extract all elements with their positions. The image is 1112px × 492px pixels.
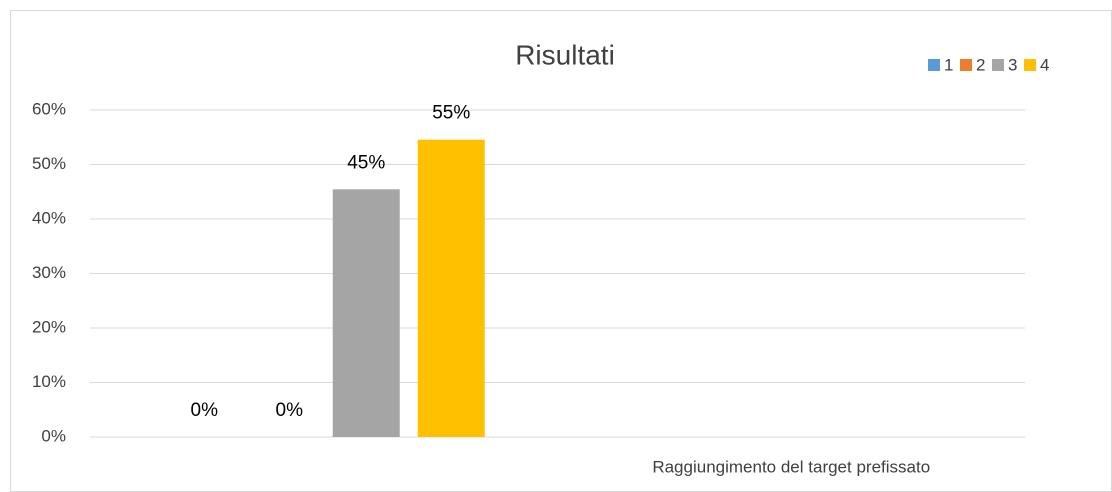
legend-label: 1 <box>944 55 953 74</box>
chart-title: Risultati <box>515 39 615 70</box>
legend-swatch <box>928 59 940 71</box>
y-tick-label: 50% <box>32 154 66 173</box>
data-label: 45% <box>347 152 385 173</box>
data-label: 0% <box>191 400 219 421</box>
legend-swatch <box>960 59 972 71</box>
data-label: 0% <box>276 400 304 421</box>
y-tick-label: 0% <box>41 426 66 445</box>
bar <box>332 189 400 437</box>
legend-label: 3 <box>1008 55 1017 74</box>
y-tick-label: 30% <box>32 263 66 282</box>
bar <box>417 139 485 437</box>
y-tick-label: 60% <box>32 99 66 118</box>
legend-swatch <box>992 59 1004 71</box>
y-tick-label: 20% <box>32 317 66 336</box>
y-tick-label: 40% <box>32 208 66 227</box>
legend-swatch <box>1024 59 1036 71</box>
legend-label: 4 <box>1040 55 1049 74</box>
y-tick-label: 10% <box>32 372 66 391</box>
x-tick-label: Raggiungimento del target prefissato <box>652 457 930 476</box>
legend-label: 2 <box>976 55 985 74</box>
data-label: 55% <box>432 103 470 124</box>
chart-frame <box>10 10 1112 492</box>
